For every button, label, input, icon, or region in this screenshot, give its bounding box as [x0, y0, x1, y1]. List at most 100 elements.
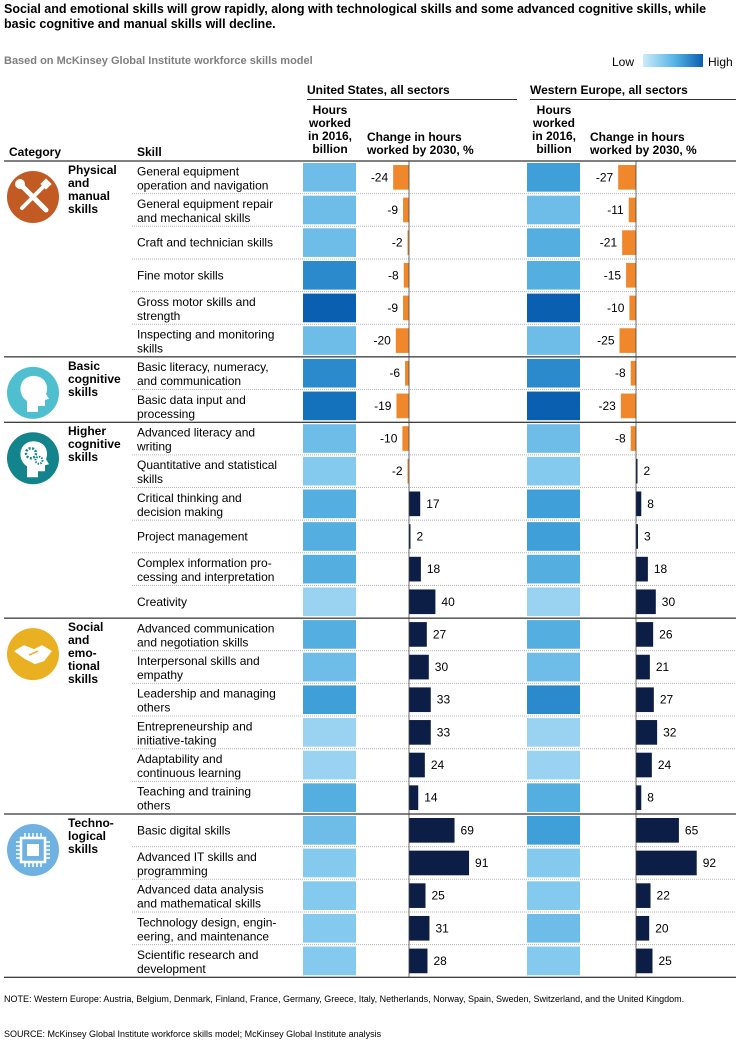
us-change-value: 24 — [431, 758, 445, 772]
gear-shape — [34, 455, 44, 465]
skill-label: Project management — [137, 529, 248, 543]
we-change-bar — [628, 197, 636, 223]
chart-title: Social and emotional skills will grow ra… — [4, 2, 707, 31]
category-label: Techno- — [68, 816, 114, 830]
we-change-value: -10 — [607, 301, 625, 315]
skill-label: programming — [137, 864, 208, 878]
us-change-value: 17 — [426, 497, 440, 511]
we-hours-cell — [527, 293, 580, 323]
we-change-bar — [636, 589, 656, 615]
us-change-value: 28 — [433, 954, 447, 968]
we-hours-cell — [527, 750, 580, 780]
category-label: Physical — [68, 163, 117, 177]
us-change-bar — [405, 360, 409, 386]
us-hours-cell — [303, 620, 356, 649]
note-text: NOTE: Western Europe: Austria, Belgium, … — [4, 994, 685, 1004]
source-text: SOURCE: McKinsey Global Institute workfo… — [4, 1029, 382, 1039]
skill-label: continuous learning — [137, 766, 241, 780]
us-hours-cell — [303, 489, 356, 519]
us-change-value: -20 — [373, 334, 391, 348]
we-hours-cell — [527, 326, 580, 355]
us-change-bar — [396, 393, 409, 419]
category-label: logical — [68, 829, 106, 843]
we-hours-cell — [527, 522, 580, 551]
we-change-bar — [620, 393, 636, 419]
skill-label: Entrepreneurship and — [137, 719, 252, 733]
category-label: manual — [68, 189, 110, 203]
handshake-detail — [28, 650, 39, 656]
we-hours-cell — [527, 554, 580, 584]
skill-label: Technology design, engin- — [137, 915, 276, 929]
we-hours-cell — [527, 358, 580, 388]
skill-label: Inspecting and monitoring — [137, 328, 274, 342]
us-change-value: 31 — [435, 921, 449, 935]
wrench-head — [15, 179, 25, 189]
us-hours-cell — [303, 848, 356, 878]
skill-label: cessing and interpretation — [137, 570, 274, 584]
us-change-value: -8 — [388, 268, 399, 282]
us-change-bar — [409, 524, 411, 549]
category-label: skills — [68, 202, 98, 216]
category-label: tional — [68, 659, 100, 673]
us-change-bar — [409, 948, 428, 974]
skill-label: Critical thinking and — [137, 491, 242, 505]
us-change-bar — [409, 589, 436, 615]
we-hours-cell — [527, 685, 580, 715]
we-change-value: -27 — [596, 170, 614, 184]
skill-label: Leadership and managing — [137, 687, 276, 701]
we-change-value: 8 — [647, 791, 654, 805]
skill-label: Fine motor skills — [137, 268, 224, 282]
us-hours-cell — [303, 293, 356, 323]
we-change-value: 24 — [658, 758, 672, 772]
skill-label: initiative-taking — [137, 733, 216, 747]
screwdriver-handle — [40, 178, 52, 190]
we-change-bar — [622, 230, 636, 255]
we-change-value: 22 — [657, 889, 671, 903]
skill-label: Quantitative and statistical — [137, 458, 277, 472]
we-change-bar — [636, 883, 651, 908]
we-change-header: Change in hours worked by 2030, % — [590, 130, 697, 157]
us-change-bar — [409, 622, 427, 647]
us-change-value: 40 — [441, 595, 455, 609]
we-hours-cell — [527, 718, 580, 747]
skill-label: and mathematical skills — [137, 897, 261, 911]
legend-gradient — [643, 54, 703, 67]
we-hours-cell — [527, 652, 580, 682]
skill-label: Teaching and training — [137, 785, 251, 799]
us-hours-cell — [303, 587, 356, 617]
we-change-bar — [636, 785, 642, 810]
us-hours-cell — [303, 195, 356, 225]
head-shape — [20, 375, 49, 412]
us-change-value: -19 — [374, 399, 392, 413]
us-change-value: 91 — [475, 856, 489, 870]
skill-label: Basic literacy, numeracy, — [137, 360, 269, 374]
skill-label: skills — [137, 342, 163, 356]
category-label: and — [68, 633, 89, 647]
category-label: skills — [68, 672, 98, 686]
category-label: Basic — [68, 359, 100, 373]
us-hours-cell — [303, 816, 356, 845]
skill-label: strength — [137, 309, 180, 323]
us-hours-cell — [303, 228, 356, 257]
we-change-value: 32 — [663, 725, 677, 739]
we-hours-cell — [527, 489, 580, 519]
us-change-value: 69 — [461, 823, 475, 837]
skill-label: Advanced literacy and — [137, 426, 255, 440]
us-hours-cell — [303, 783, 356, 812]
we-change-bar — [636, 687, 654, 713]
we-change-bar — [636, 654, 650, 680]
we-change-value: -8 — [615, 432, 626, 446]
skill-label: Interpersonal skills and — [137, 654, 260, 668]
we-change-value: -8 — [615, 366, 626, 380]
skill-label: Complex information pro- — [137, 556, 272, 570]
skill-label: development — [137, 962, 206, 976]
us-change-bar — [409, 818, 455, 843]
us-change-bar — [402, 426, 409, 451]
we-hours-cell — [527, 783, 580, 812]
